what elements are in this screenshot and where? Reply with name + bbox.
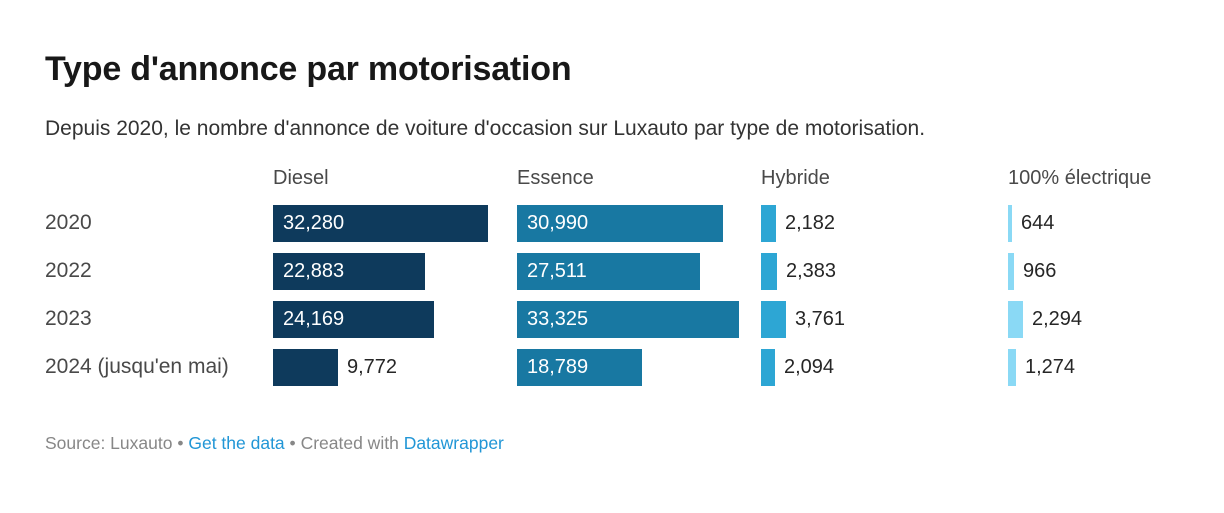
bar-cell: 33,325 — [517, 300, 761, 338]
datawrapper-link[interactable]: Datawrapper — [403, 432, 504, 453]
bar-cell: 2,182 — [761, 204, 1008, 242]
bar-hybride-2024-jusqu-en-mai[interactable] — [761, 348, 775, 386]
value-label: 2,383 — [786, 259, 837, 282]
source-text: Source: Luxauto — [45, 432, 173, 453]
bar-essence-2020[interactable]: 30,990 — [517, 204, 723, 242]
value-label: 24,169 — [283, 307, 345, 330]
chart-area: Diesel Essence Hybride 100% électrique 2… — [45, 167, 1184, 386]
bar-cell: 966 — [1008, 252, 1184, 290]
bar-cell: 22,883 — [273, 252, 517, 290]
value-label: 2,294 — [1032, 307, 1083, 330]
value-label: 1,274 — [1025, 355, 1076, 378]
row-label: 2022 — [45, 259, 92, 283]
bar-cell: 2,383 — [761, 252, 1008, 290]
chart-row-2020: 2020 32,280 30,990 2,182 644 — [45, 204, 1184, 242]
chart-row-2023: 2023 24,169 33,325 3,761 2,294 — [45, 300, 1184, 338]
bar-100-lectrique-2024-jusqu-en-mai[interactable] — [1008, 348, 1016, 386]
footer: Source: Luxauto • Get the data • Created… — [45, 433, 1184, 454]
column-header-essence: Essence — [517, 166, 594, 189]
column-header-electrique: 100% électrique — [1008, 166, 1152, 189]
column-headers: Diesel Essence Hybride 100% électrique — [45, 167, 1184, 190]
bar-essence-2023[interactable]: 33,325 — [517, 300, 739, 338]
bar-essence-2022[interactable]: 27,511 — [517, 252, 700, 290]
value-label: 33,325 — [527, 307, 589, 330]
bar-diesel-2022[interactable]: 22,883 — [273, 252, 425, 290]
column-header-hybride: Hybride — [761, 166, 830, 189]
separator-dot: • — [177, 432, 184, 453]
row-label: 2023 — [45, 307, 92, 331]
bar-hybride-2022[interactable] — [761, 252, 777, 290]
value-label: 18,789 — [527, 355, 589, 378]
chart-subtitle: Depuis 2020, le nombre d'annonce de voit… — [45, 116, 926, 140]
value-label: 9,772 — [347, 355, 398, 378]
chart-rows: 2020 32,280 30,990 2,182 644 2022 22,883 27,511… — [45, 204, 1184, 386]
value-label: 966 — [1023, 259, 1057, 282]
bar-cell: 24,169 — [273, 300, 517, 338]
get-the-data-link[interactable]: Get the data — [188, 432, 285, 453]
bar-cell: 9,772 — [273, 348, 517, 386]
bar-hybride-2023[interactable] — [761, 300, 786, 338]
bar-cell: 18,789 — [517, 348, 761, 386]
value-label: 644 — [1021, 211, 1055, 234]
value-label: 27,511 — [527, 259, 587, 282]
bar-cell: 32,280 — [273, 204, 517, 242]
value-label: 22,883 — [283, 259, 345, 282]
row-label: 2024 (jusqu'en mai) — [45, 355, 229, 379]
bar-cell: 1,274 — [1008, 348, 1184, 386]
chart-container: Type d'annonce par motorisation Depuis 2… — [45, 50, 1184, 454]
bar-cell: 3,761 — [761, 300, 1008, 338]
bar-cell: 27,511 — [517, 252, 761, 290]
chart-title: Type d'annonce par motorisation — [45, 50, 572, 88]
separator-dot: • — [289, 432, 296, 453]
chart-row-2024-jusqu-en-mai: 2024 (jusqu'en mai) 9,772 18,789 2,094 1,274 — [45, 348, 1184, 386]
bar-cell: 644 — [1008, 204, 1184, 242]
bar-diesel-2020[interactable]: 32,280 — [273, 204, 488, 242]
column-header-diesel: Diesel — [273, 166, 329, 189]
bar-hybride-2020[interactable] — [761, 204, 776, 242]
bar-diesel-2024-jusqu-en-mai[interactable] — [273, 348, 338, 386]
bar-100-lectrique-2023[interactable] — [1008, 300, 1023, 338]
chart-row-2022: 2022 22,883 27,511 2,383 966 — [45, 252, 1184, 290]
value-label: 32,280 — [283, 211, 345, 234]
bar-100-lectrique-2020[interactable] — [1008, 204, 1012, 242]
bar-100-lectrique-2022[interactable] — [1008, 252, 1014, 290]
value-label: 2,094 — [784, 355, 835, 378]
value-label: 3,761 — [795, 307, 846, 330]
bar-cell: 2,294 — [1008, 300, 1184, 338]
bar-diesel-2023[interactable]: 24,169 — [273, 300, 434, 338]
value-label: 2,182 — [785, 211, 836, 234]
bar-cell: 2,094 — [761, 348, 1008, 386]
value-label: 30,990 — [527, 211, 589, 234]
bar-essence-2024-jusqu-en-mai[interactable]: 18,789 — [517, 348, 642, 386]
created-with-text: Created with — [300, 432, 399, 453]
row-label: 2020 — [45, 211, 92, 235]
bar-cell: 30,990 — [517, 204, 761, 242]
